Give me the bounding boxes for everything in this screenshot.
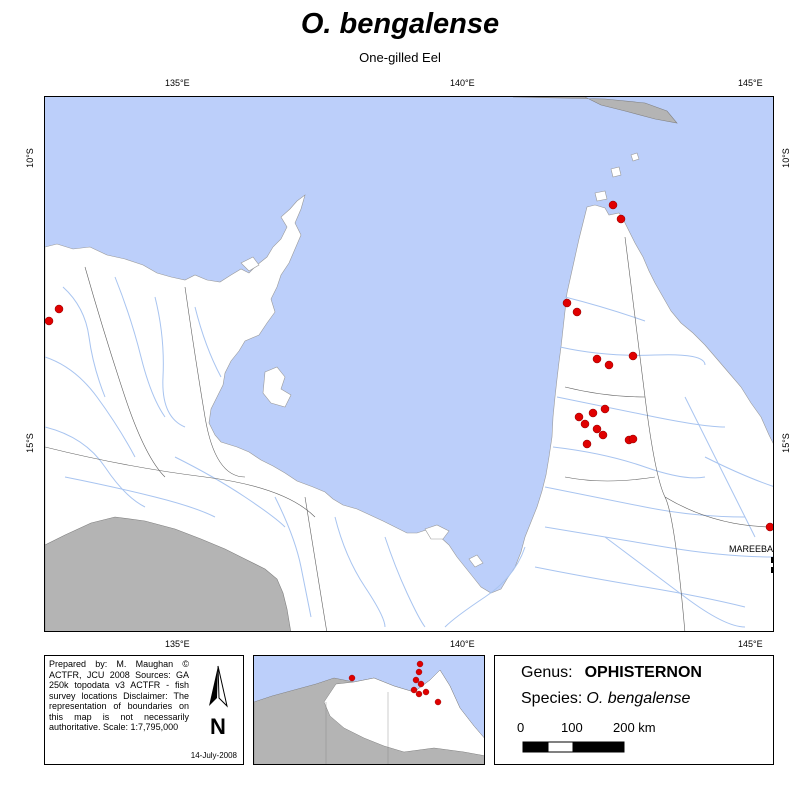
inset-record-point [412,676,420,684]
record-point [598,430,608,440]
scale-label-0: 0 [517,720,525,735]
inset-record-point [410,686,418,694]
island-northwest [240,256,260,272]
island-torres-1 [594,190,608,202]
inset-map-canvas [254,656,484,764]
record-point [592,354,602,364]
species-value: O. bengalense [586,690,691,707]
drainage-boundaries [45,236,773,631]
record-point [592,424,602,434]
inset-map[interactable] [253,655,485,765]
record-point [588,408,598,418]
inset-record-point [434,698,442,706]
inset-record-point [415,668,423,676]
record-point [582,439,592,449]
tick-bottom-145e: 145°E [738,639,763,649]
tick-right-10s: 10°S [780,148,791,168]
town-marker [771,567,773,573]
record-points [45,200,773,532]
genus-row: Genus: OPHISTERNON [521,664,702,682]
record-point [616,214,626,224]
scale-bar [522,741,625,753]
island-mornington [424,524,450,540]
record-point [608,200,618,210]
species-label: Species: [521,690,583,707]
map-subtitle: One-gilled Eel [359,50,441,65]
legend-panel: Genus: OPHISTERNON Species: O. bengalense … [494,655,774,765]
north-letter: N [210,714,226,739]
map-title: O. bengalense [300,8,500,40]
record-point [628,434,638,444]
credits-date: 14-July-2008 [190,751,237,760]
record-point [765,522,773,532]
inset-boundaries [325,692,389,764]
tick-top-135e: 135°E [165,78,190,88]
rivers [45,276,773,628]
record-point [574,412,584,422]
record-point [572,307,582,317]
genus-label: Genus: [521,664,573,681]
town-label-mareeba: MAREEBA [729,544,773,554]
inset-record-point [416,660,424,668]
main-map[interactable]: MAREEBA [44,96,774,632]
scale-label-200: 200 km [613,720,656,735]
record-point [45,316,54,326]
island-torres-2 [610,166,622,178]
town-marker [771,557,773,563]
inset-record-point [415,690,423,698]
record-point [54,304,64,314]
island-groote [262,366,292,408]
tick-bottom-135e: 135°E [165,639,190,649]
inset-record-point [422,688,430,696]
north-arrow-icon: N [209,665,228,739]
record-point [628,351,638,361]
species-row: Species: O. bengalense [521,690,690,708]
tick-left-10s: 10°S [24,148,35,168]
tick-right-15s: 15°S [780,433,791,453]
tick-bottom-140e: 140°E [450,639,475,649]
inset-record-point [417,680,425,688]
inset-record-points [348,660,442,706]
record-point [604,360,614,370]
inset-record-point [348,674,356,682]
tick-top-145e: 145°E [738,78,763,88]
credits-panel: Prepared by: M. Maughan © ACTFR, JCU 200… [44,655,244,765]
tick-left-15s: 15°S [24,433,35,453]
main-map-canvas: MAREEBA [45,97,773,631]
genus-value: OPHISTERNON [584,664,702,681]
credits-text: Prepared by: M. Maughan © ACTFR, JCU 200… [49,659,189,732]
island-torres-3 [630,152,640,162]
tick-top-140e: 140°E [450,78,475,88]
island-wellesley [468,554,484,568]
record-point [600,404,610,414]
land-new-guinea [512,97,678,124]
record-point [562,298,572,308]
scale-label-100: 100 [561,720,583,735]
record-point [580,419,590,429]
inset-land-region [323,669,484,756]
land-neighbor-west [45,516,291,631]
